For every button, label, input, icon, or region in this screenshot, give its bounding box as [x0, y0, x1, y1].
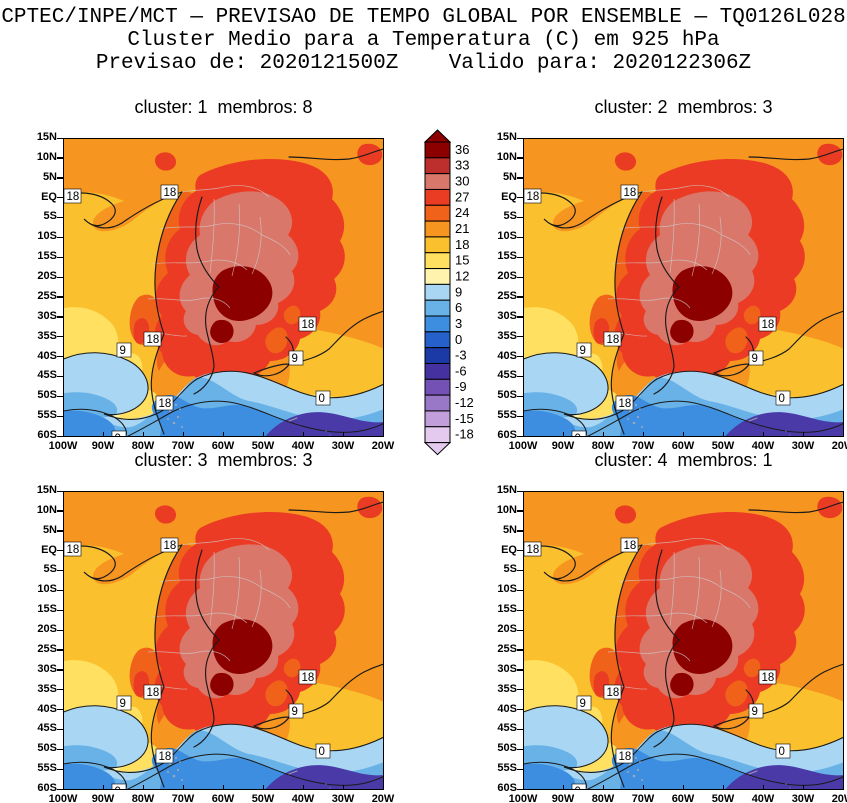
svg-text:18: 18 [302, 319, 315, 331]
svg-text:9: 9 [580, 345, 586, 357]
svg-text:18: 18 [527, 191, 540, 203]
svg-text:30: 30 [455, 174, 469, 189]
svg-text:18: 18 [624, 540, 637, 552]
svg-text:18: 18 [607, 334, 620, 346]
svg-text:9: 9 [292, 353, 298, 365]
svg-text:18: 18 [619, 751, 632, 763]
svg-text:9: 9 [120, 698, 126, 710]
svg-text:0: 0 [779, 746, 785, 758]
svg-text:0: 0 [575, 786, 581, 790]
svg-text:-15: -15 [455, 411, 474, 426]
svg-text:-9: -9 [455, 379, 467, 394]
svg-text:9: 9 [455, 284, 462, 299]
svg-text:3: 3 [455, 316, 462, 331]
svg-text:9: 9 [292, 706, 298, 718]
svg-text:18: 18 [67, 544, 80, 556]
svg-text:18: 18 [159, 398, 172, 410]
svg-text:0: 0 [455, 332, 462, 347]
svg-text:18: 18 [762, 319, 775, 331]
svg-text:12: 12 [455, 268, 469, 283]
svg-text:9: 9 [752, 706, 758, 718]
svg-text:18: 18 [619, 398, 632, 410]
svg-text:-12: -12 [455, 395, 474, 410]
svg-text:18: 18 [455, 237, 469, 252]
svg-text:18: 18 [762, 672, 775, 684]
svg-text:-6: -6 [455, 363, 467, 378]
svg-text:18: 18 [607, 687, 620, 699]
svg-text:0: 0 [779, 393, 785, 405]
svg-text:0: 0 [575, 433, 581, 437]
svg-text:33: 33 [455, 158, 469, 173]
svg-text:18: 18 [302, 672, 315, 684]
svg-text:0: 0 [115, 786, 121, 790]
svg-text:-18: -18 [455, 427, 474, 442]
svg-text:0: 0 [319, 746, 325, 758]
svg-text:18: 18 [147, 334, 160, 346]
svg-text:18: 18 [147, 687, 160, 699]
svg-text:-3: -3 [455, 348, 467, 363]
svg-text:0: 0 [115, 433, 121, 437]
svg-text:15: 15 [455, 253, 469, 268]
svg-text:36: 36 [455, 142, 469, 157]
svg-text:18: 18 [164, 540, 177, 552]
svg-text:9: 9 [580, 698, 586, 710]
svg-text:18: 18 [624, 187, 637, 199]
svg-text:27: 27 [455, 189, 469, 204]
svg-text:18: 18 [159, 751, 172, 763]
svg-text:18: 18 [527, 544, 540, 556]
svg-text:18: 18 [164, 187, 177, 199]
svg-text:6: 6 [455, 300, 462, 315]
svg-text:18: 18 [67, 191, 80, 203]
svg-text:0: 0 [319, 393, 325, 405]
svg-text:9: 9 [752, 353, 758, 365]
svg-text:9: 9 [120, 345, 126, 357]
svg-text:24: 24 [455, 205, 469, 220]
svg-text:21: 21 [455, 221, 469, 236]
